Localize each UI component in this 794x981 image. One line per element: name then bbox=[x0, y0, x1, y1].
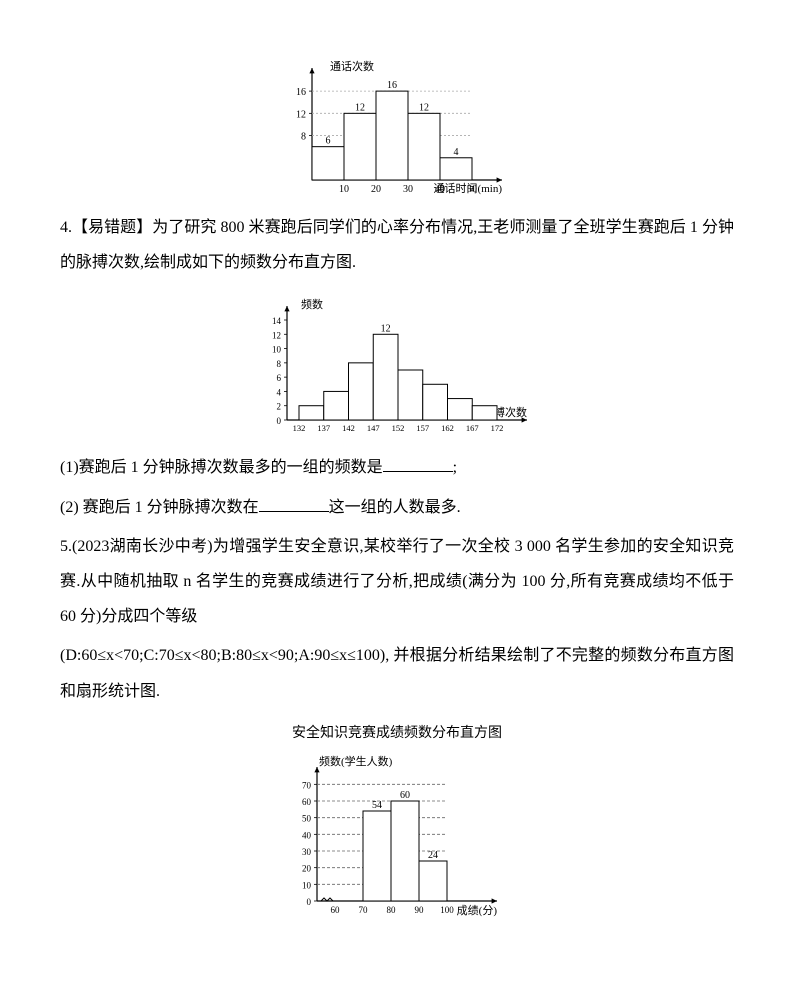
svg-text:80: 80 bbox=[387, 905, 397, 915]
q4-sub2-b: 这一组的人数最多. bbox=[329, 499, 461, 516]
svg-text:20: 20 bbox=[302, 864, 312, 874]
q4-text: 4.【易错题】为了研究 800 米赛跑后同学们的心率分布情况,王老师测量了全班学… bbox=[60, 210, 734, 280]
q4-sub2: (2) 赛跑后 1 分钟脉搏次数在 这一组的人数最多. bbox=[60, 490, 734, 525]
svg-text:157: 157 bbox=[416, 423, 429, 433]
chart2-container: 频数脉搏次数0246810121412132137142147152157162… bbox=[60, 290, 734, 440]
chart2: 频数脉搏次数0246810121412132137142147152157162… bbox=[247, 290, 547, 440]
svg-text:142: 142 bbox=[342, 423, 355, 433]
chart1: 通话次数通话时间(min)81216612161241020304050 bbox=[267, 50, 527, 200]
svg-text:16: 16 bbox=[296, 87, 306, 98]
q5-text-a: 5.(2023湖南长沙中考)为增强学生安全意识,某校举行了一次全校 3 000 … bbox=[60, 529, 734, 635]
chart3: 频数(学生人数) 成绩(分) 0 10 20 30 40 50 60 70 54 60 24 60 70 80… bbox=[272, 751, 522, 921]
svg-text:20: 20 bbox=[371, 184, 381, 195]
svg-text:60: 60 bbox=[400, 790, 410, 801]
q5-text-b: (D:60≤x<70;C:70≤x<80;B:80≤x<90;A:90≤x≤10… bbox=[60, 638, 734, 708]
chart3-container: 安全知识竞赛成绩频数分布直方图 频数(学生人数) 成绩(分) 0 10 20 30 40 50… bbox=[60, 719, 734, 922]
svg-text:54: 54 bbox=[372, 800, 382, 811]
svg-text:12: 12 bbox=[419, 102, 429, 113]
svg-text:70: 70 bbox=[359, 905, 369, 915]
svg-text:2: 2 bbox=[277, 402, 282, 412]
svg-text:60: 60 bbox=[302, 797, 312, 807]
svg-text:100: 100 bbox=[440, 905, 454, 915]
svg-text:10: 10 bbox=[272, 345, 282, 355]
svg-text:通话次数: 通话次数 bbox=[330, 59, 374, 73]
svg-text:132: 132 bbox=[293, 423, 306, 433]
svg-text:6: 6 bbox=[277, 374, 282, 384]
svg-text:40: 40 bbox=[302, 831, 312, 841]
svg-text:0: 0 bbox=[307, 897, 312, 907]
svg-text:24: 24 bbox=[428, 850, 438, 861]
svg-text:50: 50 bbox=[467, 184, 477, 195]
q4-sub1-b: ; bbox=[453, 459, 457, 476]
svg-text:4: 4 bbox=[454, 147, 459, 158]
svg-text:152: 152 bbox=[392, 423, 405, 433]
svg-text:30: 30 bbox=[302, 847, 312, 857]
svg-text:0: 0 bbox=[277, 416, 282, 426]
svg-text:147: 147 bbox=[367, 423, 380, 433]
svg-text:50: 50 bbox=[302, 814, 312, 824]
svg-text:12: 12 bbox=[272, 331, 281, 341]
q4-sub1: (1)赛跑后 1 分钟脉搏次数最多的一组的频数是; bbox=[60, 450, 734, 485]
svg-text:30: 30 bbox=[403, 184, 413, 195]
q4-sub1-blank bbox=[383, 455, 453, 472]
svg-text:频数: 频数 bbox=[301, 297, 323, 311]
svg-text:8: 8 bbox=[301, 132, 306, 143]
svg-text:172: 172 bbox=[491, 423, 504, 433]
svg-text:16: 16 bbox=[387, 80, 397, 91]
svg-text:4: 4 bbox=[277, 388, 282, 398]
svg-text:8: 8 bbox=[277, 359, 282, 369]
svg-text:10: 10 bbox=[339, 184, 349, 195]
svg-text:12: 12 bbox=[355, 102, 365, 113]
svg-text:70: 70 bbox=[302, 781, 312, 791]
svg-text:14: 14 bbox=[272, 316, 282, 326]
svg-text:10: 10 bbox=[302, 881, 312, 891]
svg-text:167: 167 bbox=[466, 423, 479, 433]
q4-sub1-a: (1)赛跑后 1 分钟脉搏次数最多的一组的频数是 bbox=[60, 459, 383, 476]
chart3-title: 安全知识竞赛成绩频数分布直方图 bbox=[292, 719, 502, 750]
q4-sub2-a: (2) 赛跑后 1 分钟脉搏次数在 bbox=[60, 499, 259, 516]
svg-text:90: 90 bbox=[415, 905, 425, 915]
chart1-container: 通话次数通话时间(min)81216612161241020304050 bbox=[60, 50, 734, 200]
svg-text:12: 12 bbox=[296, 109, 306, 120]
svg-text:137: 137 bbox=[317, 423, 330, 433]
svg-text:6: 6 bbox=[326, 136, 331, 147]
svg-text:成绩(分): 成绩(分) bbox=[457, 904, 498, 917]
svg-text:40: 40 bbox=[435, 184, 445, 195]
svg-text:162: 162 bbox=[441, 423, 454, 433]
svg-text:60: 60 bbox=[331, 905, 341, 915]
q4-sub2-blank bbox=[259, 495, 329, 512]
svg-text:频数(学生人数): 频数(学生人数) bbox=[319, 754, 393, 768]
svg-text:12: 12 bbox=[381, 324, 391, 335]
